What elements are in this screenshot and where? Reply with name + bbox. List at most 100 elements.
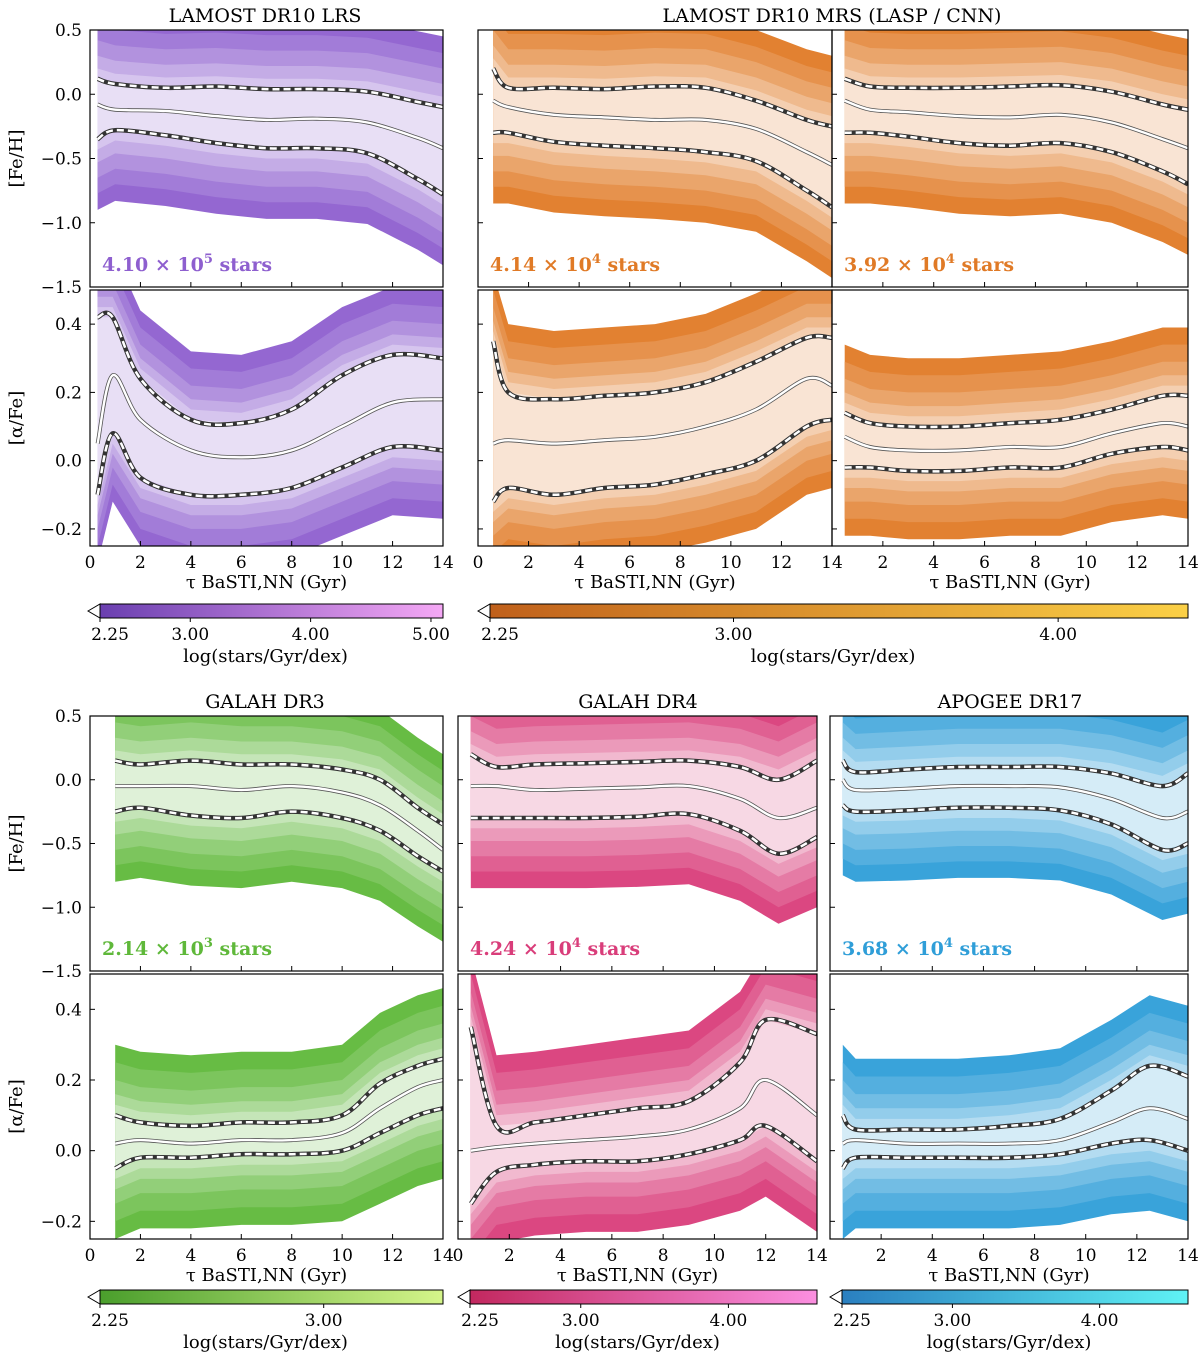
colorbar-tick-label: 3.00: [715, 625, 753, 645]
x-tick-label: 4: [185, 1246, 196, 1266]
x-tick-label: 10: [1075, 553, 1097, 573]
x-tick-label: 10: [704, 1246, 726, 1266]
axes-frame: [829, 973, 1189, 1240]
x-axis-label: τ BaSTI,NN (Gyr): [557, 1265, 718, 1286]
x-tick-label: 8: [658, 1246, 669, 1266]
colorbar-gradient: [489, 603, 1189, 619]
y-tick-label: 0.2: [55, 383, 82, 403]
colorbar-label: log(stars/Gyr/dex): [927, 1332, 1092, 1353]
x-tick-label: 14: [432, 1246, 454, 1266]
panel-mrs_lasp-feh: 4.14 × 104 stars: [477, 29, 833, 288]
y-tick-label: 0.5: [55, 707, 82, 727]
x-tick-label: 8: [286, 553, 297, 573]
p84-line: [841, 759, 1188, 788]
x-tick-label: 2: [877, 553, 888, 573]
x-tick-label: 2: [523, 553, 534, 573]
p84-line: [470, 753, 817, 782]
star-count-label: 2.14 × 103 stars: [102, 936, 272, 960]
colorbar-tick-label: 2.25: [833, 1311, 871, 1331]
median-line: [492, 99, 832, 166]
x-tick-label: 2: [135, 1246, 146, 1266]
median-line: [841, 778, 1188, 820]
y-tick-label: 0.0: [55, 1142, 82, 1162]
x-tick-label: 8: [675, 553, 686, 573]
axes-frame: [89, 973, 444, 1240]
density-apogee-alpha: [840, 995, 1188, 1239]
x-axis-label: τ BaSTI,NN (Gyr): [928, 1265, 1089, 1286]
y-axis-label: [α/Fe]: [6, 391, 27, 445]
axes-frame: [457, 973, 818, 1240]
x-tick-label: 12: [382, 553, 404, 573]
x-tick-label: 4: [927, 1246, 938, 1266]
p16-line: [841, 1138, 1188, 1170]
x-tick-label: 0: [85, 553, 96, 573]
colorbar-extend-arrow: [457, 1289, 471, 1305]
p84-line: [844, 77, 1188, 111]
p16-line: [470, 812, 817, 855]
x-tick-label: 8: [1029, 1246, 1040, 1266]
density-contour: [470, 754, 817, 854]
colorbar-tick-label: 4.00: [709, 1311, 747, 1331]
colorbar-tick-label: 2.25: [461, 1311, 499, 1331]
x-tick-label: 6: [236, 1246, 247, 1266]
star-count-label: 4.24 × 104 stars: [470, 936, 640, 960]
panel-apogee-alpha: 2 4 6 8 10 12 14 τ BaSTI,NN (Gyr): [829, 973, 1199, 1286]
median-line: [844, 99, 1188, 150]
density-galah3-feh: [114, 716, 443, 942]
x-tick-label: 12: [382, 1246, 404, 1266]
density-lrs-alpha: [95, 290, 443, 546]
star-count-label: 3.68 × 104 stars: [842, 936, 1012, 960]
x-tick-label: 0: [473, 553, 484, 573]
y-tick-label: −1.0: [41, 898, 82, 918]
x-tick-label: 8: [286, 1246, 297, 1266]
p84-line: [114, 1057, 443, 1128]
panel-galah3-alpha: 0.4 0.2 0.0 −0.2 [α/Fe] 0 2 4 6 8 10 12 14 τ BaSTI,NN…: [6, 973, 454, 1286]
x-axis-label: τ BaSTI,NN (Gyr): [929, 572, 1090, 593]
median-line: [115, 784, 443, 851]
star-count-label: 4.14 × 104 stars: [490, 252, 660, 276]
p16-line: [844, 131, 1188, 186]
p84-line: [491, 334, 832, 401]
density-contour: [97, 317, 443, 495]
y-axis-label: [Fe/H]: [6, 815, 27, 873]
x-tick-label: 12: [771, 553, 793, 573]
panel-lrs-alpha: 0.4 0.2 0.0 −0.2 [α/Fe] 0 2 4 6 8 10 12 14 τ BaSTI,NN…: [6, 289, 454, 593]
density-contour: [493, 337, 832, 502]
x-tick-label: 14: [1177, 553, 1199, 573]
y-tick-label: 0.4: [55, 315, 82, 335]
p84-line: [114, 759, 443, 826]
x-tick-label: 6: [978, 1246, 989, 1266]
colorbar-extend-arrow: [87, 1289, 101, 1305]
density-contour: [97, 78, 443, 195]
colorbar-gradient: [841, 1289, 1189, 1305]
p16-line: [493, 130, 832, 209]
median-line: [470, 784, 817, 820]
panel-apogee-feh: 3.68 × 104 stars: [829, 715, 1189, 972]
p16-line: [114, 1107, 443, 1170]
title-lamost-mrs: LAMOST DR10 MRS (LASP / CNN): [663, 5, 1002, 27]
colorbar-tick-label: 5.00: [412, 625, 450, 645]
p16-line: [114, 806, 443, 873]
median-line: [470, 1078, 817, 1152]
colorbar-tick-label: 2.25: [481, 625, 519, 645]
p84-outline: [840, 1063, 1188, 1133]
x-tick-label: 6: [624, 553, 635, 573]
density-contour: [844, 78, 1188, 185]
p16-line: [469, 1124, 817, 1205]
density-galah3-alpha: [114, 988, 443, 1239]
x-axis-label: τ BaSTI,NN (Gyr): [186, 1265, 347, 1286]
y-tick-label: 0.0: [55, 771, 82, 791]
p84-line: [844, 393, 1188, 429]
colorbar-gradient: [469, 1289, 818, 1305]
x-tick-label: 14: [1177, 1246, 1199, 1266]
x-tick-label: 14: [432, 553, 454, 573]
density-contour: [470, 1019, 817, 1204]
axes-frame: [831, 289, 1189, 547]
colorbar-tick-label: 3.00: [171, 625, 209, 645]
colorbar-extend-arrow: [87, 603, 101, 619]
y-tick-label: −1.5: [41, 278, 82, 298]
colorbar-tick-label: 2.25: [91, 625, 129, 645]
